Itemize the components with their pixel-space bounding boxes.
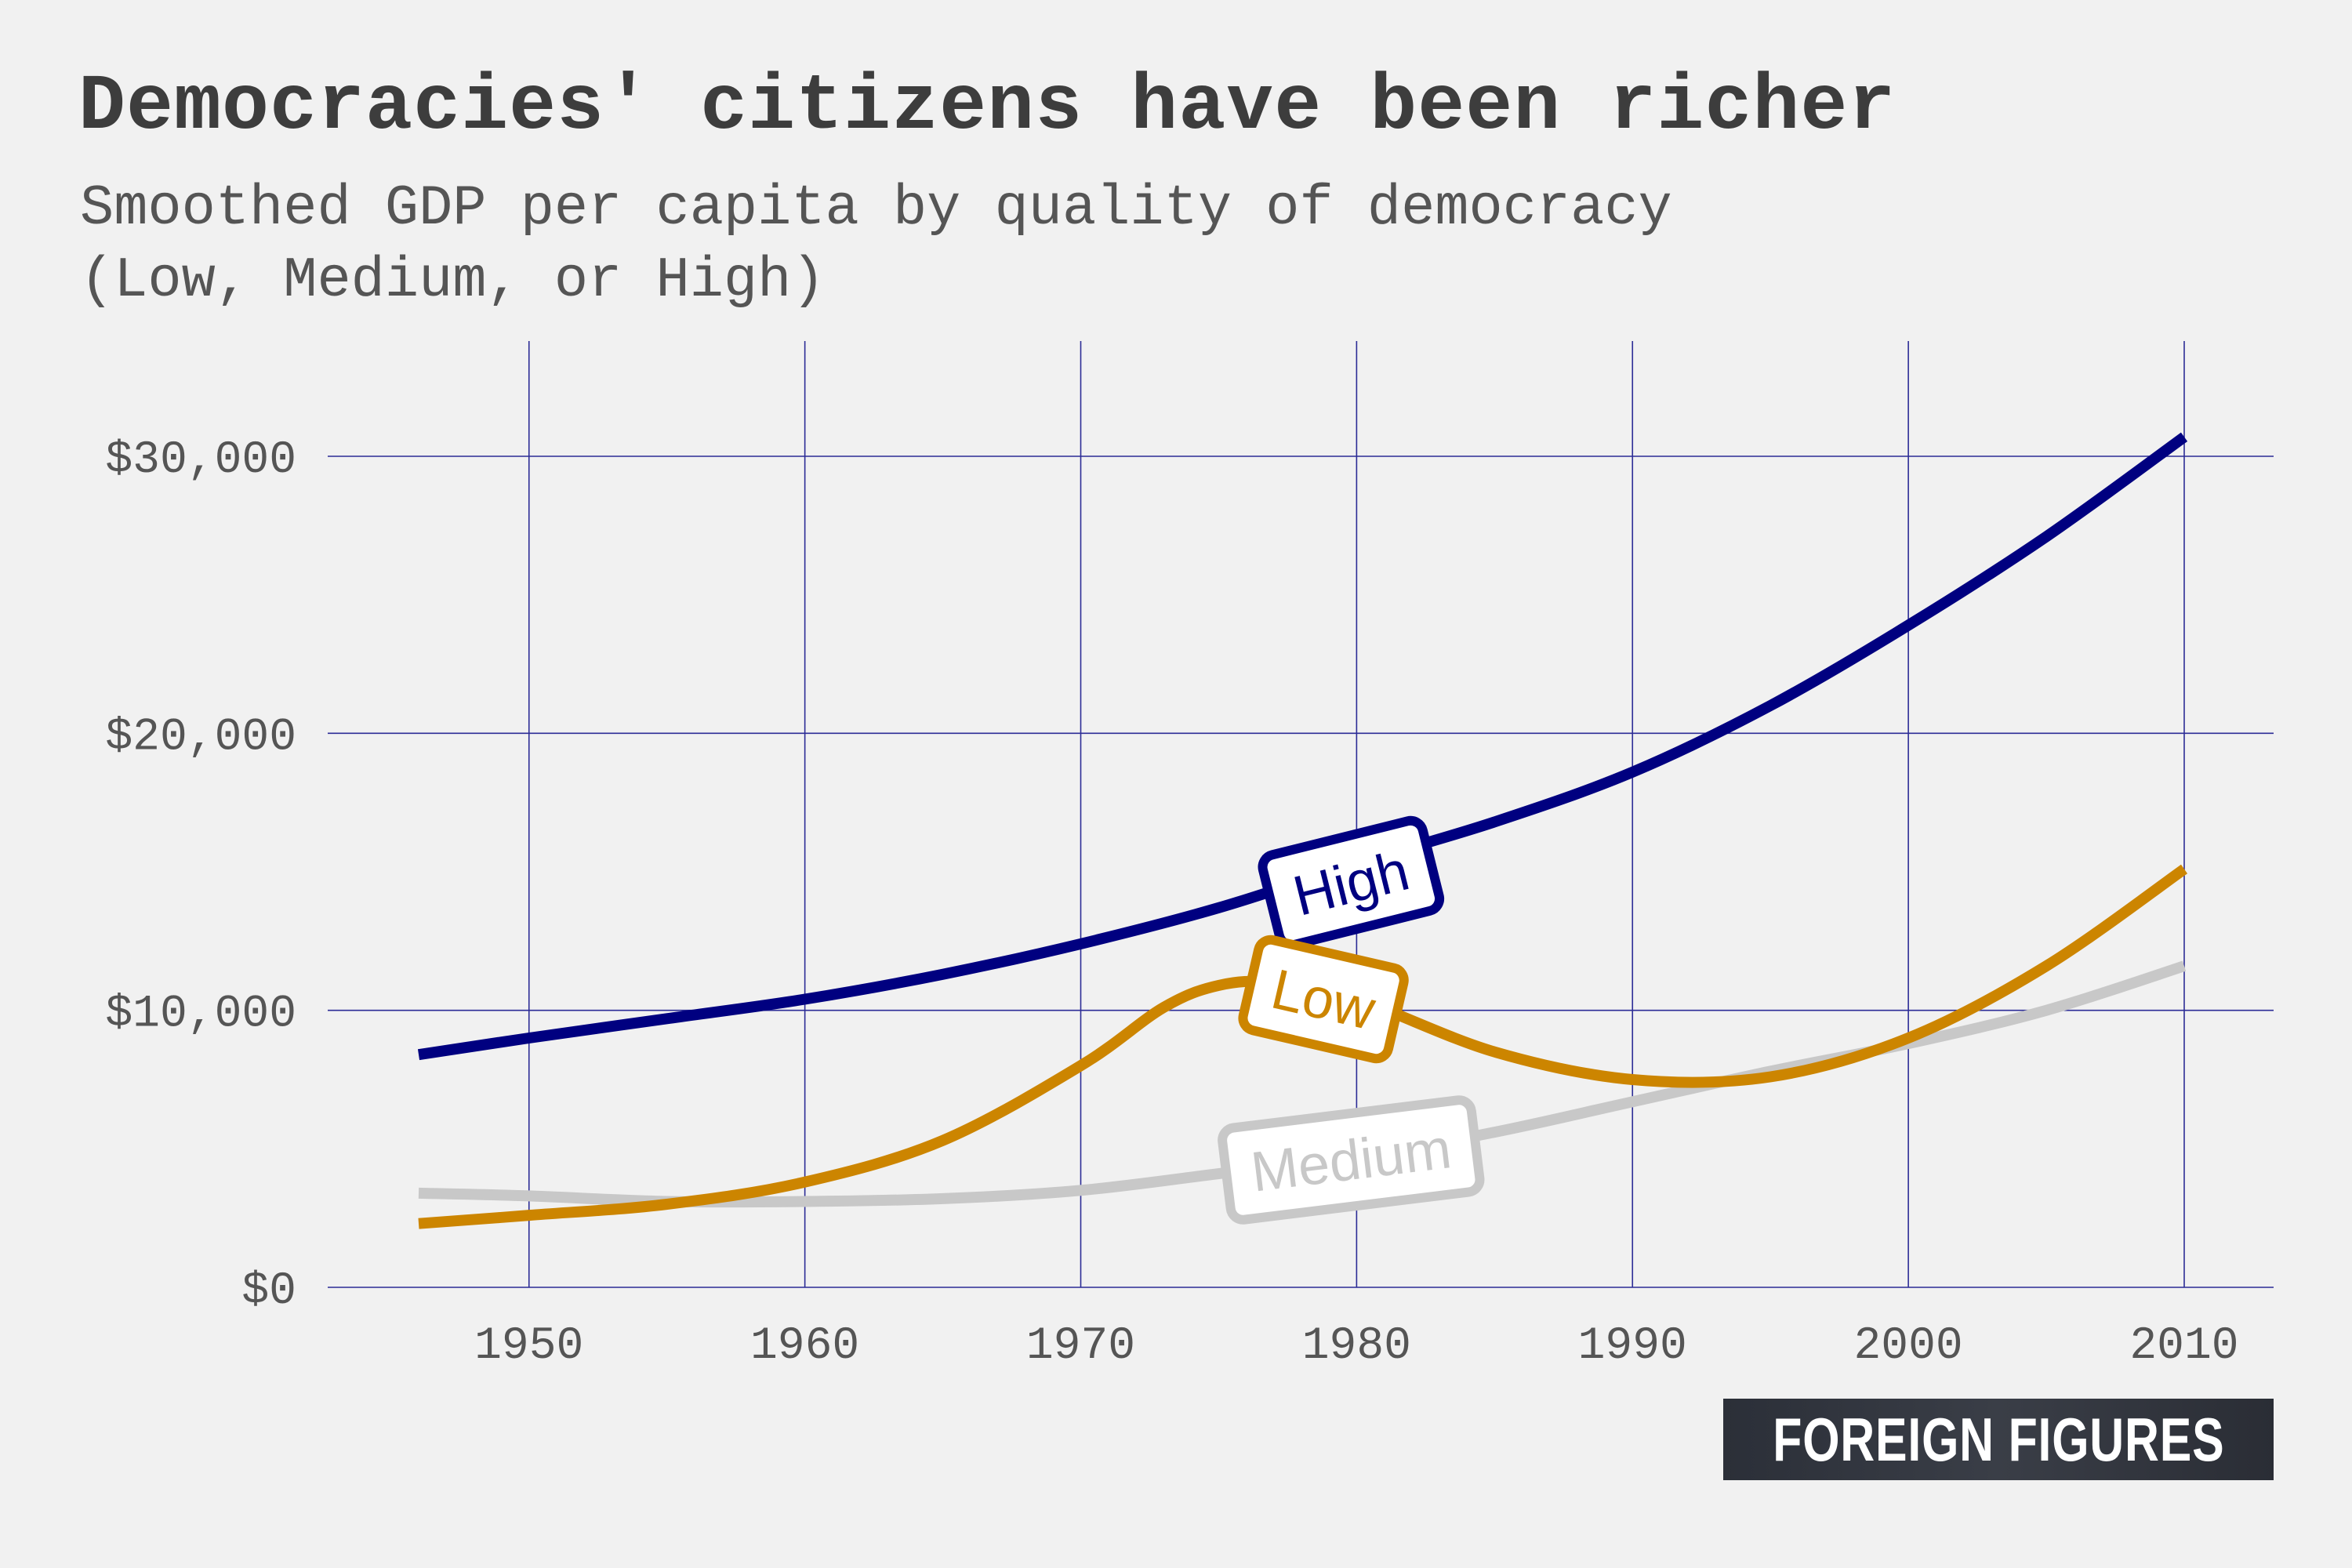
brand-logo: FOREIGN FIGURES xyxy=(1723,1399,2274,1480)
chart-subtitle-line-1: Smoothed GDP per capita by quality of de… xyxy=(80,176,1672,241)
y-tick-label-30000: $30,000 xyxy=(105,435,296,486)
x-tick-label-1990: 1990 xyxy=(1578,1321,1687,1372)
label-box-frame-low xyxy=(1238,935,1409,1064)
x-tick-label-1970: 1970 xyxy=(1026,1321,1135,1372)
x-tick-label-1980: 1980 xyxy=(1302,1321,1411,1372)
x-tick-label-2010: 2010 xyxy=(2129,1321,2238,1372)
label-box-low: Low xyxy=(1238,935,1409,1064)
chart-title: Democracies' citizens have been richer xyxy=(78,64,1896,152)
axis-tick-labels: 1950 1960 1970 1980 1990 2000 2010 $0 $10,000 $20… xyxy=(105,435,2238,1372)
chart-subtitle: Smoothed GDP per capita by quality of de… xyxy=(80,172,1672,317)
y-tick-label-0: $0 xyxy=(241,1266,296,1317)
label-box-high: High xyxy=(1258,815,1445,950)
label-box-frame-medium xyxy=(1218,1095,1485,1225)
x-tick-label-1950: 1950 xyxy=(474,1321,583,1372)
x-tick-label-2000: 2000 xyxy=(1854,1321,1963,1372)
chart-subtitle-line-2: (Low, Medium, or High) xyxy=(80,249,826,313)
y-tick-label-10000: $10,000 xyxy=(105,989,296,1040)
x-tick-label-1960: 1960 xyxy=(750,1321,859,1372)
label-box-medium: Medium xyxy=(1218,1095,1485,1225)
y-tick-label-20000: $20,000 xyxy=(105,712,296,763)
series-lines xyxy=(417,432,2188,1229)
label-box-frame-high xyxy=(1258,815,1445,950)
brand-logo-text: FOREIGN FIGURES xyxy=(1772,1404,2225,1474)
